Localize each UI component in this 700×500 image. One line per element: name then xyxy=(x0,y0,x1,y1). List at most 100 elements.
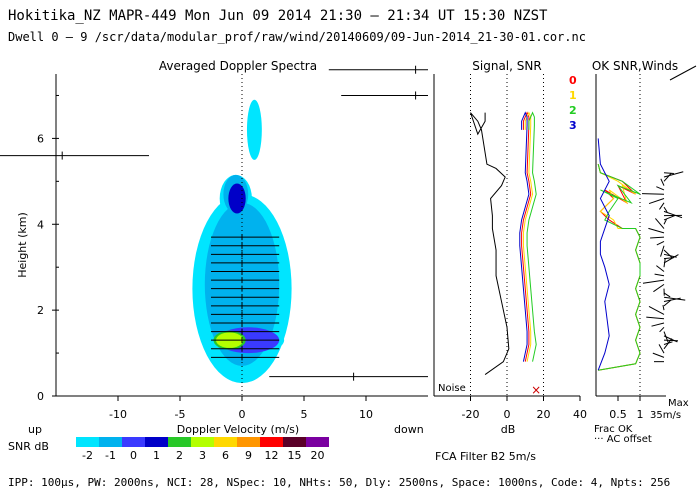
colorbar-swatch-9 xyxy=(283,437,306,447)
snr-colorbar: -2 -1 0 1 2 3 6 9 12 15 20 xyxy=(76,437,329,462)
doppler-panel-title: Averaged Doppler Spectra xyxy=(159,59,317,73)
legend-entry-2: 2 xyxy=(569,104,577,117)
wind-arrow-4 xyxy=(663,341,673,345)
colorbar-tick-6: 6 xyxy=(222,449,229,462)
wind-arrow-37 xyxy=(659,202,665,210)
colorbar-label: SNR dB xyxy=(8,440,49,453)
wind-arrow-42 xyxy=(663,172,672,182)
y-tick-label: 0 xyxy=(37,390,44,403)
legend-entry-1: 1 xyxy=(569,89,577,102)
colorbar-swatch-10 xyxy=(306,437,329,447)
signal-series-2 xyxy=(526,111,537,362)
wind-arrow-15 xyxy=(663,296,686,301)
ok-snr-winds-panel: 0.5 1 0 1 2 3 xyxy=(569,65,697,421)
signal-panel-title: Signal, SNR xyxy=(472,59,541,73)
signal-series-3 xyxy=(519,111,530,362)
max-wind-value: 35m/s xyxy=(650,410,681,421)
doppler-y-axis-label: Height (km) xyxy=(16,212,29,278)
signal-series-4 xyxy=(470,112,510,375)
wind-arrow-16 xyxy=(663,292,671,298)
wind-arrow-41 xyxy=(660,178,665,186)
wind-arrow-39 xyxy=(642,193,665,195)
signal-x-tick-label: 20 xyxy=(537,408,551,421)
wind-arrow-7 xyxy=(663,331,669,343)
ok-x-tick-label: 1 xyxy=(637,408,644,421)
direction-label-up: up xyxy=(28,423,42,436)
frac-ok-label: Frac OK xyxy=(594,424,633,435)
x-tick-label: 0 xyxy=(239,408,246,421)
wind-arrow-29 xyxy=(650,236,665,239)
colorbar-swatch-6 xyxy=(214,437,237,447)
chart-header-dwell-path: Dwell 0 – 9 /scr/data/modular_prof/raw/w… xyxy=(8,30,586,44)
doppler-x-axis-label: Doppler Velocity (m/s) xyxy=(177,423,299,436)
wind-arrow-20 xyxy=(654,273,665,277)
colorbar-tick-3: 1 xyxy=(153,449,160,462)
wind-arrow-44 xyxy=(663,172,674,174)
spectra-contour-7 xyxy=(228,183,246,214)
wind-arrow-30 xyxy=(648,227,665,234)
noise-marker: × xyxy=(531,383,541,397)
wind-arrow-27 xyxy=(660,245,665,257)
wind-arrow-1 xyxy=(652,352,665,358)
chart-header-title: Hokitika_NZ MAPR-449 Mon Jun 09 2014 21:… xyxy=(8,8,548,24)
max-wind-arrow xyxy=(669,65,697,81)
colorbar-tick-5: 3 xyxy=(199,449,206,462)
colorbar-swatch-4 xyxy=(168,437,191,447)
x-tick-label: 5 xyxy=(301,408,308,421)
wind-arrow-10 xyxy=(646,316,665,320)
colorbar-tick-7: 9 xyxy=(245,449,252,462)
colorbar-swatch-0 xyxy=(76,437,99,447)
wind-arrow-11 xyxy=(648,305,665,315)
colorbar-tick-2: 0 xyxy=(130,449,137,462)
wind-arrow-8 xyxy=(659,326,665,333)
colorbar-tick-0: -2 xyxy=(82,449,93,462)
wind-arrow-38 xyxy=(648,198,665,205)
wind-arrow-43 xyxy=(663,171,684,178)
signal-snr-panel: -20 0 20 40 × xyxy=(433,74,587,421)
colorbar-tick-9: 15 xyxy=(288,449,302,462)
y-tick-label: 2 xyxy=(37,304,44,317)
ok-series-3 xyxy=(597,138,610,371)
colorbar-tick-8: 12 xyxy=(265,449,279,462)
colorbar-swatch-7 xyxy=(237,437,260,447)
wind-arrow-18 xyxy=(653,283,665,293)
signal-x-tick-label: -20 xyxy=(462,408,480,421)
colorbar-tick-1: -1 xyxy=(105,449,116,462)
wind-arrow-12 xyxy=(662,305,665,311)
ok-x-tick-label: 0.5 xyxy=(609,408,627,421)
wind-arrow-19 xyxy=(642,279,665,284)
wind-arrow-23 xyxy=(663,254,679,264)
signal-x-tick-label: 40 xyxy=(573,408,587,421)
radar-parameters-footer: IPP: 100μs, PW: 2000ns, NCI: 28, NSpec: … xyxy=(8,476,671,489)
winds-panel-title: OK SNR,Winds xyxy=(592,59,678,73)
max-wind-label: Max xyxy=(668,398,689,409)
filter-label: FCA Filter B2 5m/s xyxy=(435,450,536,463)
wind-arrow-33 xyxy=(663,215,676,221)
spectra-contour-4 xyxy=(204,202,280,366)
wind-arrow-2 xyxy=(658,344,665,354)
doppler-spectra-data xyxy=(0,65,428,384)
y-tick-label: 6 xyxy=(37,132,44,145)
x-tick-label: 10 xyxy=(359,408,373,421)
wind-arrow-32 xyxy=(663,219,667,225)
colorbar-swatch-8 xyxy=(260,437,283,447)
wind-arrow-31 xyxy=(655,218,665,229)
direction-label-down: down xyxy=(394,423,424,436)
y-tick-label: 4 xyxy=(37,218,44,231)
wind-arrow-26 xyxy=(663,249,673,259)
spectra-contour-3 xyxy=(246,99,262,160)
wind-arrow-21 xyxy=(656,265,665,272)
legend-entry-3: 3 xyxy=(569,119,577,132)
doppler-axes: 0 2 4 6 -10 -5 0 5 10 xyxy=(37,74,428,421)
colorbar-swatch-5 xyxy=(191,437,214,447)
ac-offset-label: ··· AC offset xyxy=(594,434,652,445)
colorbar-tick-10: 20 xyxy=(311,449,325,462)
x-tick-label: -5 xyxy=(175,408,186,421)
colorbar-swatch-2 xyxy=(122,437,145,447)
colorbar-swatch-3 xyxy=(145,437,168,447)
x-tick-label: -10 xyxy=(109,408,127,421)
signal-x-tick-label: 0 xyxy=(504,408,511,421)
wind-arrow-9 xyxy=(651,322,665,327)
wind-arrow-28 xyxy=(656,240,665,246)
